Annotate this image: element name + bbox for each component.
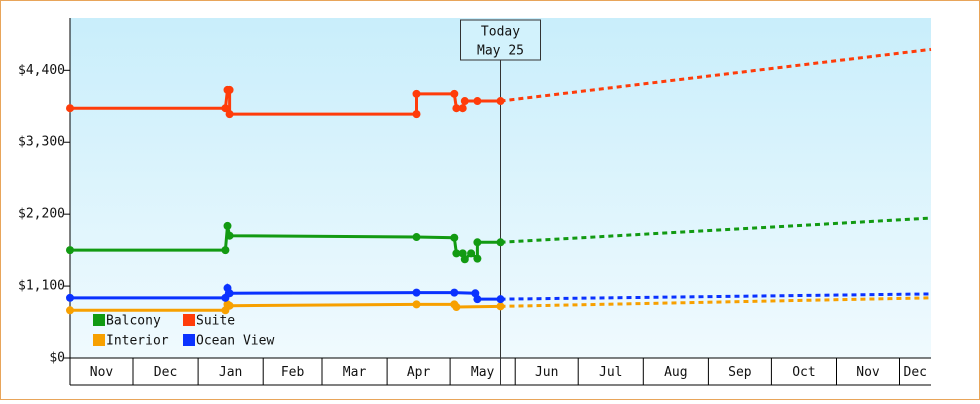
point (66, 104, 74, 113)
legend-swatch (93, 314, 105, 326)
point (223, 221, 232, 230)
x-tick-label: Jan (219, 365, 242, 380)
x-tick-label: Nov (90, 365, 114, 380)
point (221, 104, 230, 113)
today-box (460, 19, 541, 61)
point (225, 231, 234, 240)
point (412, 288, 421, 297)
legend-label: Ocean View (196, 334, 274, 349)
point (496, 295, 505, 304)
point (460, 97, 469, 106)
y-tick-label: $0 (49, 351, 65, 366)
point (412, 89, 421, 98)
today-label: Today (481, 25, 520, 40)
legend-label: Balcony (106, 314, 161, 329)
x-tick-label: Apr (407, 365, 431, 380)
x-tick-label: Sep (728, 365, 752, 380)
point (66, 293, 74, 302)
x-tick-label: Oct (792, 365, 815, 380)
point (473, 238, 482, 247)
x-tick-label: Aug (664, 365, 687, 380)
point (460, 255, 469, 264)
point (473, 97, 482, 106)
point (225, 110, 234, 119)
point (473, 254, 482, 263)
point (66, 306, 74, 315)
legend-label: Interior (106, 334, 169, 349)
legend-label: Suite (196, 314, 235, 329)
point (458, 104, 467, 113)
point (225, 85, 234, 94)
point (473, 295, 482, 304)
y-tick-label: $4,400 (18, 63, 65, 78)
point (496, 238, 505, 247)
point (412, 233, 421, 242)
point (450, 89, 459, 98)
y-tick-label: $3,300 (18, 135, 65, 150)
y-tick-label: $2,200 (18, 207, 65, 222)
point (452, 303, 461, 311)
point (450, 288, 459, 297)
x-tick-label: Jun (535, 365, 558, 380)
point (412, 110, 421, 119)
point (412, 300, 421, 309)
forecast-line (500, 47, 932, 103)
point (66, 246, 74, 255)
x-tick-label: Mar (343, 365, 367, 380)
point (450, 233, 459, 242)
x-tick-label: Dec (154, 365, 177, 380)
point (225, 289, 234, 298)
point (225, 301, 234, 310)
point (452, 249, 461, 258)
legend-swatch (183, 334, 195, 346)
x-tick-label: Feb (281, 365, 305, 380)
x-tick-label: Dec (904, 365, 927, 380)
legend-swatch (93, 334, 105, 346)
x-tick-label: Nov (856, 365, 880, 380)
today-label: May 25 (477, 44, 524, 59)
point (467, 249, 476, 258)
point (496, 97, 505, 106)
point (452, 104, 461, 113)
y-tick-label: $1,100 (18, 279, 65, 294)
point (221, 246, 230, 255)
point (496, 302, 505, 311)
x-tick-label: Jul (599, 365, 622, 380)
x-tick-label: May (471, 365, 495, 380)
legend-swatch (183, 314, 195, 326)
